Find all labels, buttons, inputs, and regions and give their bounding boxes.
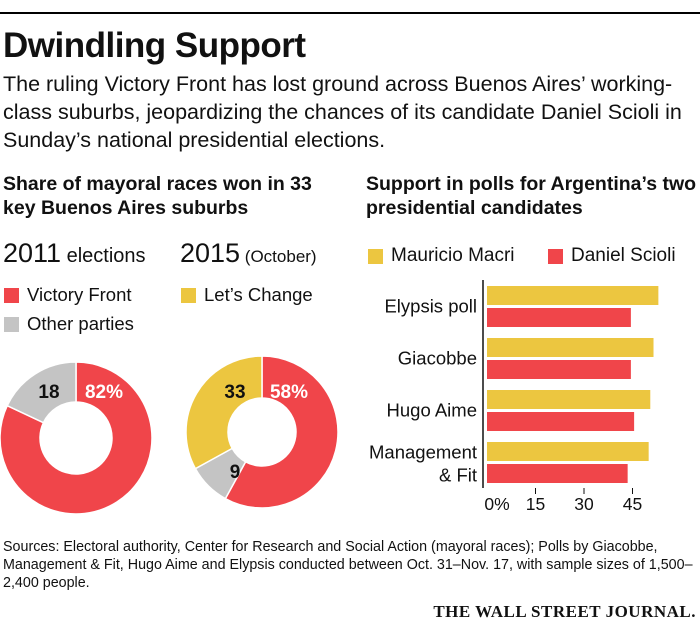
legend-label: Let’s Change — [204, 284, 313, 305]
election-2015-year: 2015 — [180, 238, 241, 268]
left-chart-title: Share of mayoral races won in 33 key Bue… — [3, 173, 312, 219]
pie-slice-other-parties — [6, 361, 77, 424]
bar-daniel-scioli — [487, 412, 635, 431]
legend-label: Other parties — [27, 313, 134, 334]
top-rule — [0, 12, 700, 14]
right-chart-title: Support in polls for Argentina’s two pre… — [366, 173, 697, 219]
bar-mauricio-macri — [487, 286, 659, 305]
sources-note: Sources: Electoral authority, Center for… — [3, 539, 693, 591]
election-2011-suffix: elections — [61, 245, 146, 267]
election-2015-suffix: (October) — [240, 247, 317, 266]
poll-category-label: Hugo Aime — [387, 400, 478, 421]
x-tick-label: 30 — [574, 494, 594, 514]
pie-label: 58% — [270, 382, 308, 403]
poll-category-label: Giacobbe — [398, 348, 477, 369]
x-tick-label: 45 — [623, 494, 642, 514]
dek: The ruling Victory Front has lost ground… — [3, 72, 682, 152]
x-tick-label: 0% — [484, 494, 509, 514]
legend-swatch-gray — [4, 316, 19, 332]
pie-label: 9 — [230, 462, 241, 483]
wsj-logo: THE WALL STREET JOURNAL. — [433, 602, 696, 621]
legend-scioli: Daniel Scioli — [548, 245, 676, 267]
legend-label: Mauricio Macri — [391, 245, 515, 266]
legend-label: Daniel Scioli — [571, 245, 676, 266]
pie-slice-let-s-change — [185, 355, 263, 470]
legend-swatch-red — [4, 287, 19, 303]
legend-swatch-yellow — [181, 287, 196, 303]
legend-lets-change: Let’s Change — [181, 284, 313, 306]
election-2015-label: 2015 (October) — [180, 238, 317, 269]
legend-victory-front: Victory Front — [4, 284, 132, 306]
pie-label: 18 — [38, 382, 59, 403]
poll-category-label: & Fit — [439, 465, 477, 486]
bar-daniel-scioli — [487, 308, 631, 327]
pie-label: 33 — [224, 382, 245, 403]
legend-swatch-yellow — [368, 248, 383, 264]
pie-slice-victory-front — [0, 361, 153, 515]
bar-mauricio-macri — [487, 442, 649, 461]
bar-mauricio-macri — [487, 390, 651, 409]
bar-daniel-scioli — [487, 464, 628, 483]
legend-label: Victory Front — [27, 284, 132, 305]
poll-category-label: Elypsis poll — [384, 296, 477, 317]
pie-label: 82% — [85, 382, 123, 403]
poll-category-label: Management — [369, 442, 477, 463]
legend-other-parties: Other parties — [4, 313, 134, 335]
headline: Dwindling Support — [3, 26, 306, 65]
election-2011-label: 2011 elections — [3, 238, 146, 269]
legend-swatch-red — [548, 248, 563, 264]
election-2011-year: 2011 — [3, 238, 62, 268]
bar-mauricio-macri — [487, 338, 654, 357]
bar-daniel-scioli — [487, 360, 631, 379]
pie-slice-victory-front — [224, 355, 339, 509]
legend-macri: Mauricio Macri — [368, 245, 515, 267]
x-tick-label: 15 — [526, 494, 545, 514]
